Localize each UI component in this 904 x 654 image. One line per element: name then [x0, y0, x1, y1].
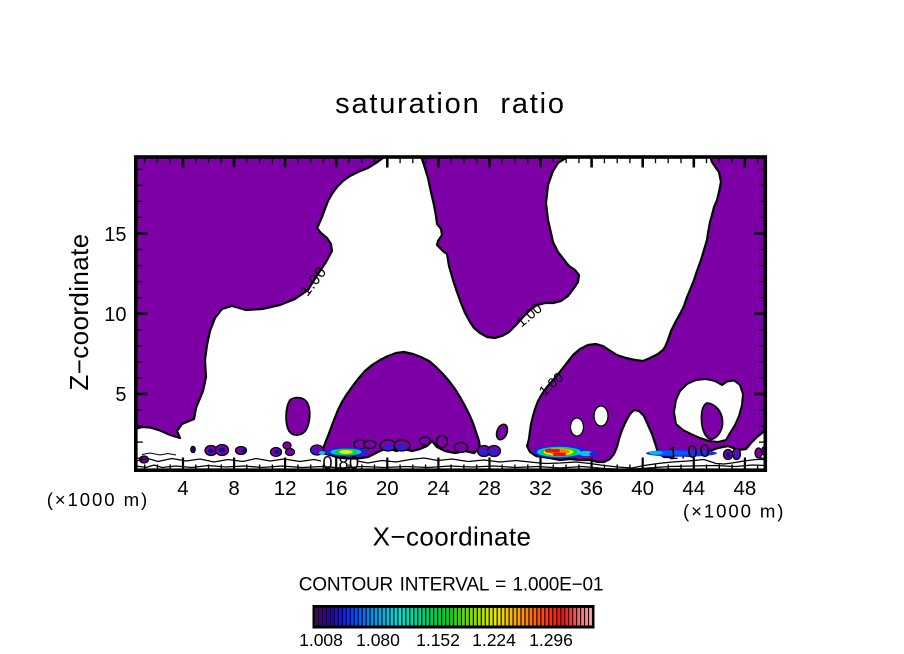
svg-text:CONTOUR INTERVAL = 1.000E−01: CONTOUR INTERVAL = 1.000E−01	[299, 575, 603, 596]
svg-text:36: 36	[580, 477, 603, 500]
svg-text:1.296: 1.296	[529, 630, 573, 650]
svg-text:20: 20	[376, 477, 399, 500]
svg-text:5: 5	[115, 384, 126, 406]
svg-text:X−coordinate: X−coordinate	[373, 522, 532, 552]
svg-text:10: 10	[104, 304, 126, 326]
svg-text:44: 44	[682, 477, 705, 500]
svg-text:15: 15	[104, 224, 126, 246]
svg-text:12: 12	[274, 477, 297, 500]
svg-text:(×1000 m): (×1000 m)	[683, 501, 785, 522]
svg-text:24: 24	[427, 477, 450, 500]
svg-text:40: 40	[631, 477, 654, 500]
svg-text:28: 28	[478, 477, 501, 500]
svg-text:saturation ratio: saturation ratio	[335, 88, 566, 120]
svg-text:1.008: 1.008	[299, 630, 343, 650]
svg-text:1.152: 1.152	[416, 630, 460, 650]
svg-text:8: 8	[228, 477, 239, 500]
svg-text:0.80: 0.80	[322, 453, 359, 473]
svg-text:Z−coordinate: Z−coordinate	[64, 233, 94, 390]
svg-text:16: 16	[325, 477, 348, 500]
svg-text:1.224: 1.224	[472, 630, 516, 650]
svg-text:48: 48	[733, 477, 756, 500]
svg-text:1.080: 1.080	[356, 630, 400, 650]
svg-text:4: 4	[177, 477, 188, 500]
svg-text:32: 32	[529, 477, 552, 500]
svg-text:1.00: 1.00	[667, 440, 712, 463]
svg-text:(×1000 m): (×1000 m)	[47, 489, 149, 510]
